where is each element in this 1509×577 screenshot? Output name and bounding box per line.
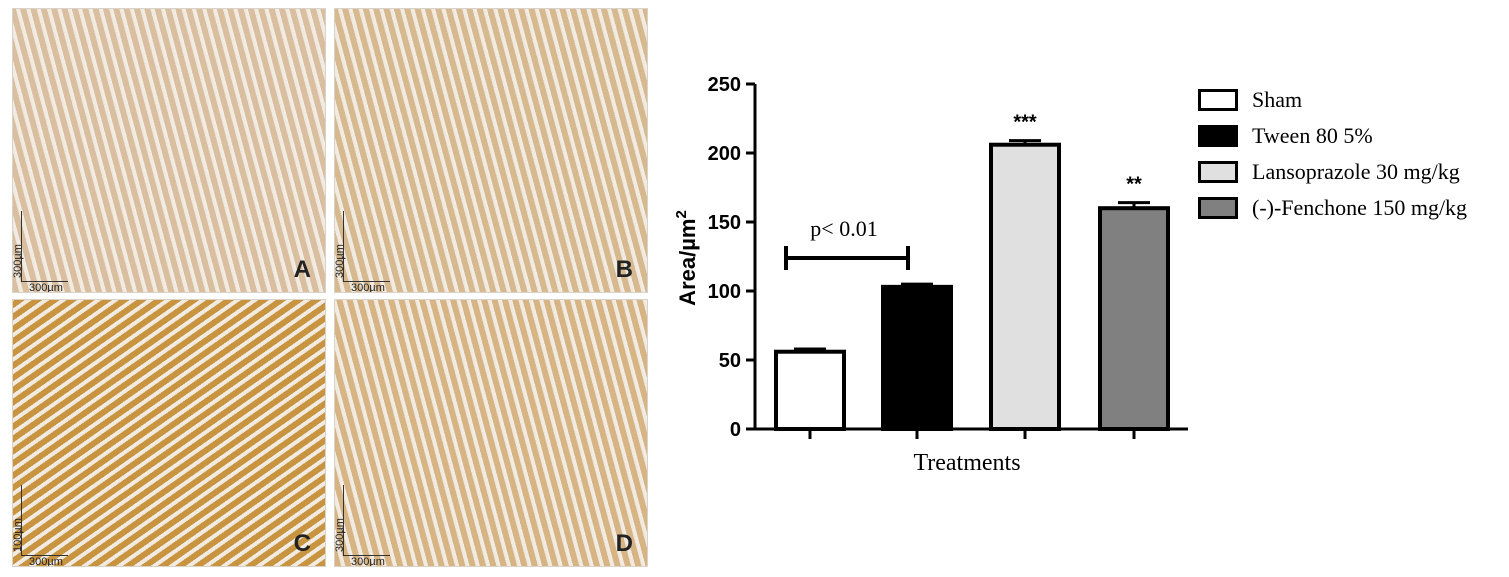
panel-letter: B <box>615 256 633 283</box>
legend-swatch <box>1198 89 1238 111</box>
scale-bar-label-horizontal: 300µm <box>351 556 385 567</box>
scale-bar <box>343 211 390 282</box>
bar <box>881 284 953 431</box>
y-tick-label: 0 <box>730 419 741 441</box>
legend-label: Lansoprazole 30 mg/kg <box>1252 159 1460 184</box>
micrograph-panel-b: B 300µm 300µm <box>334 8 648 293</box>
legend-label: Sham <box>1252 87 1303 112</box>
panel-letter: C <box>293 530 311 557</box>
y-axis-label: Area/µm2 <box>673 210 700 306</box>
micrograph-panel-a: A 300µm 300µm <box>12 8 326 293</box>
legend-swatch <box>1198 125 1238 147</box>
micrograph-panel-d: D 300µm 300µm <box>334 299 648 567</box>
y-axis-label-superscript: 2 <box>673 210 690 218</box>
legend-item: Sham <box>1198 82 1467 118</box>
scale-bar <box>343 485 390 556</box>
panel-letter: A <box>293 256 311 283</box>
significance-bracket-label: p< 0.01 <box>810 216 877 241</box>
legend-item: (-)-Fenchone 150 mg/kg <box>1198 190 1467 226</box>
significance-label: ** <box>1126 174 1142 196</box>
legend-label: (-)-Fenchone 150 mg/kg <box>1252 195 1468 220</box>
legend-swatch <box>1198 161 1238 183</box>
scale-bar-label-horizontal: 300µm <box>29 556 63 567</box>
bar <box>1098 206 1170 431</box>
panel-letter: D <box>615 530 633 557</box>
legend-label: Tween 80 5% <box>1252 123 1373 148</box>
y-tick-label: 150 <box>708 212 741 234</box>
micrograph-panel-c: C 300µm 100µm <box>12 299 326 567</box>
legend-item: Tween 80 5% <box>1198 118 1467 154</box>
y-tick-label: 250 <box>708 74 741 96</box>
bar <box>774 349 846 431</box>
legend-swatch <box>1198 197 1238 219</box>
bar <box>989 142 1061 431</box>
y-tick-label: 100 <box>708 281 741 303</box>
scale-bar-label-horizontal: 300µm <box>29 282 63 293</box>
chart-legend: Sham Tween 80 5% Lansoprazole 30 mg/kg (-)-… <box>1198 82 1467 226</box>
legend-item: Lansoprazole 30 mg/kg <box>1198 154 1467 190</box>
scale-bar <box>21 211 68 282</box>
scale-bar <box>21 485 68 556</box>
significance-label: *** <box>1013 112 1037 134</box>
scale-bar-label-horizontal: 300µm <box>351 282 385 293</box>
y-axis-label-text: Area/µm <box>675 219 700 306</box>
y-tick-label: 50 <box>719 350 741 372</box>
x-axis-label: Treatments <box>913 450 1020 476</box>
y-tick-label: 200 <box>708 143 741 165</box>
